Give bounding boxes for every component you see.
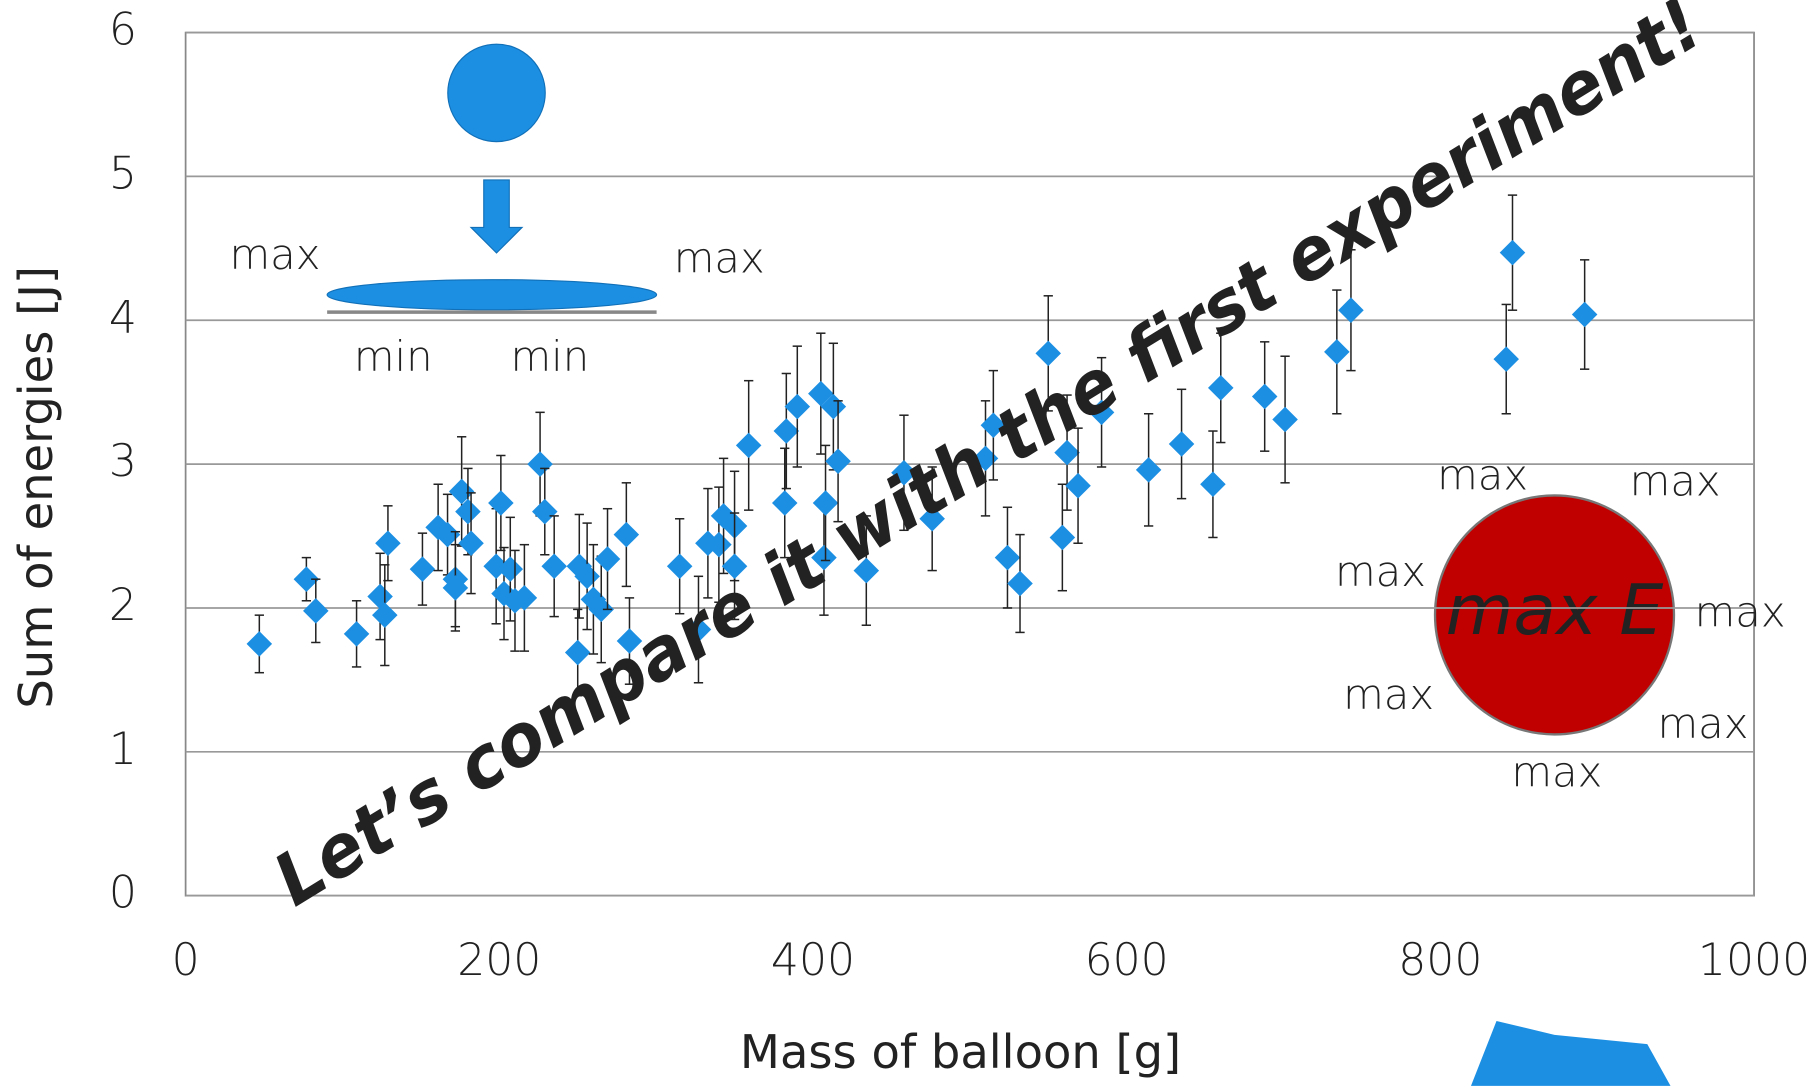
y-tick-label: 6 xyxy=(109,5,137,56)
y-tick-label: 4 xyxy=(109,292,137,343)
point xyxy=(375,530,401,556)
squashed-ball-icon xyxy=(327,280,656,310)
point xyxy=(1272,407,1298,433)
point xyxy=(410,556,436,582)
point xyxy=(541,553,567,579)
point xyxy=(527,451,553,477)
page: {"chart_data": { "type": "scatter", "x_l… xyxy=(0,0,1819,1086)
y-axis-label: Sum of energies [J] xyxy=(9,266,63,709)
diagram-label: min xyxy=(511,332,590,381)
point xyxy=(367,584,393,610)
point xyxy=(614,522,640,548)
point xyxy=(1493,346,1519,372)
point xyxy=(1050,525,1076,551)
circle-side-label: max xyxy=(1630,456,1721,505)
point xyxy=(1338,297,1364,323)
point xyxy=(1500,240,1526,266)
diagram-label: max xyxy=(674,234,765,283)
point xyxy=(1065,473,1091,499)
point xyxy=(1572,302,1598,328)
ball-icon xyxy=(448,44,545,141)
x-tick-label: 400 xyxy=(771,935,855,986)
point xyxy=(995,545,1021,571)
y-tick-label: 5 xyxy=(109,148,137,199)
y-tick-label: 3 xyxy=(109,436,137,487)
x-tick-label: 1000 xyxy=(1698,935,1810,986)
point xyxy=(1208,375,1234,401)
point xyxy=(1169,431,1195,457)
point xyxy=(1136,457,1162,483)
point xyxy=(595,546,621,572)
x-tick-label: 800 xyxy=(1398,935,1482,986)
y-tick-label: 1 xyxy=(109,724,137,775)
diagram-label: max xyxy=(229,230,320,279)
arrow-icon xyxy=(471,180,522,253)
circle-side-label: max xyxy=(1437,451,1528,500)
y-tick-label: 0 xyxy=(109,868,137,919)
point xyxy=(488,490,514,516)
point xyxy=(1007,571,1033,597)
point xyxy=(772,490,798,516)
circle-label: max E xyxy=(1446,570,1664,651)
point xyxy=(344,621,370,647)
point xyxy=(1324,339,1350,365)
point xyxy=(303,598,329,624)
point xyxy=(667,553,693,579)
point xyxy=(372,602,398,628)
circle-side-label: max xyxy=(1695,587,1786,636)
x-tick-label: 600 xyxy=(1085,935,1169,986)
point xyxy=(736,433,762,459)
circle-side-label: max xyxy=(1343,670,1434,719)
circle-side-label: max xyxy=(1658,699,1749,748)
chart: Mass of balloon [g] Sum of energies [J] … xyxy=(0,0,1819,1086)
point xyxy=(1252,384,1278,410)
diagram-label: min xyxy=(354,332,433,381)
corner-shape xyxy=(1471,1021,1671,1086)
point xyxy=(1200,471,1226,497)
x-tick-label: 200 xyxy=(457,935,541,986)
point xyxy=(455,499,481,525)
circle-side-label: max xyxy=(1335,547,1426,596)
y-tick-label: 2 xyxy=(109,580,137,631)
point xyxy=(774,418,800,444)
x-axis-label: Mass of balloon [g] xyxy=(740,1025,1181,1079)
x-tick-label: 0 xyxy=(172,935,200,986)
point xyxy=(785,394,811,420)
circle-side-label: max xyxy=(1511,748,1602,797)
point xyxy=(247,631,273,657)
